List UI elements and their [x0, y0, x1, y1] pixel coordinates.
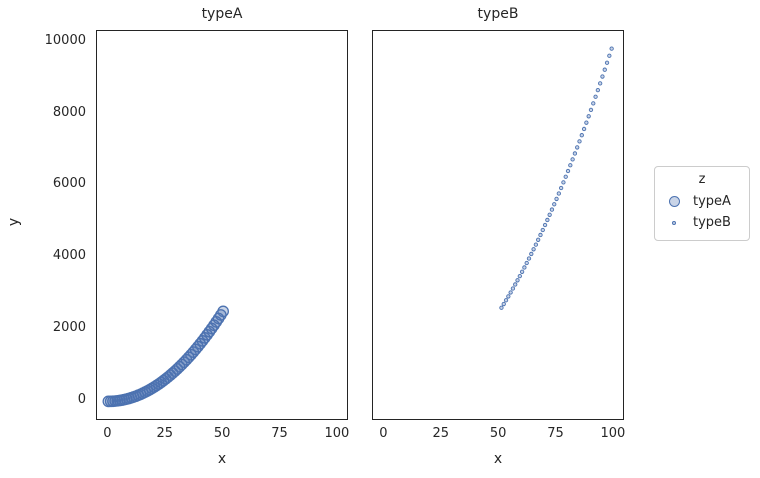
data-point [584, 120, 589, 125]
data-point [547, 212, 552, 217]
data-point [217, 305, 230, 318]
legend-entry-typeB: typeB [663, 212, 741, 233]
data-point [545, 217, 550, 223]
data-point [593, 94, 598, 99]
data-point [604, 60, 610, 65]
data-point [519, 269, 525, 274]
y-tick-label: 2000 [52, 320, 86, 336]
data-point [558, 185, 564, 191]
y-tick-label: 4000 [52, 248, 86, 264]
x-tick-label: 25 [156, 426, 174, 441]
data-point [529, 251, 534, 257]
legend-entry-label: typeA [693, 194, 731, 209]
data-point [577, 139, 582, 144]
legend-entry-label: typeB [693, 215, 731, 230]
data-point [570, 157, 575, 162]
data-point [538, 232, 543, 238]
data-point [554, 196, 559, 202]
x-tick-label: 25 [432, 426, 450, 441]
x-tick-label: 0 [379, 426, 388, 441]
scatter-typeA [102, 305, 230, 408]
data-point [499, 305, 504, 310]
data-point [607, 53, 612, 58]
data-point [526, 256, 532, 261]
data-point [609, 46, 614, 51]
data-point [598, 81, 603, 86]
y-tick-label: 6000 [52, 176, 86, 192]
data-point [501, 301, 506, 307]
scatter-typeB [499, 46, 614, 310]
data-point [536, 237, 541, 242]
data-point [563, 174, 568, 179]
legend: z typeA typeB [654, 166, 750, 241]
typeA-marker-icon [663, 196, 685, 207]
data-point [508, 290, 513, 295]
data-point [549, 207, 555, 212]
data-point [581, 126, 587, 132]
data-point [513, 282, 518, 287]
facet-title-typeA: typeA [201, 6, 243, 22]
x-tick-label: 50 [213, 426, 231, 441]
data-point [510, 286, 516, 291]
data-point [524, 260, 529, 266]
data-point [602, 67, 607, 72]
y-tick-labels: 0 2000 4000 6000 8000 10000 [0, 30, 86, 420]
data-point [517, 273, 522, 279]
data-point [531, 247, 536, 252]
legend-entry-typeA: typeA [663, 191, 741, 212]
plot-area-typeB [372, 30, 624, 420]
data-point [503, 298, 509, 303]
data-point [586, 114, 591, 119]
x-axis-label-typeB: x [493, 451, 503, 467]
data-point [579, 133, 584, 138]
x-tick-label: 50 [489, 426, 507, 441]
y-tick-label: 10000 [44, 32, 86, 48]
x-tick-label: 100 [324, 426, 350, 441]
x-tick-label: 75 [271, 426, 288, 441]
data-point [506, 294, 511, 299]
data-point [568, 163, 573, 168]
data-point [572, 151, 578, 156]
x-tick-labels-typeA: 0 25 50 75 100 [96, 426, 349, 444]
x-axis-label-typeA: x [217, 451, 227, 467]
typeB-marker-icon [663, 220, 685, 225]
data-point [575, 145, 580, 150]
data-point [565, 168, 571, 174]
data-point [552, 202, 557, 207]
data-point [522, 265, 527, 270]
data-point [600, 74, 605, 79]
data-point [556, 191, 561, 196]
x-tick-label: 75 [547, 426, 564, 441]
data-point [588, 107, 594, 113]
y-tick-label: 8000 [52, 104, 86, 120]
data-point [515, 278, 520, 283]
data-point [540, 227, 545, 233]
x-tick-label: 100 [600, 426, 626, 441]
data-point [591, 101, 596, 106]
data-point [542, 222, 548, 228]
y-tick-label: 0 [77, 392, 86, 408]
plot-area-typeA [96, 30, 348, 420]
data-point [533, 242, 539, 247]
legend-title: z [698, 172, 706, 187]
facet-title-typeB: typeB [477, 6, 519, 22]
x-tick-labels-typeB: 0 25 50 75 100 [372, 426, 625, 444]
data-point [561, 180, 566, 185]
data-point [595, 87, 601, 93]
x-tick-label: 0 [103, 426, 112, 441]
